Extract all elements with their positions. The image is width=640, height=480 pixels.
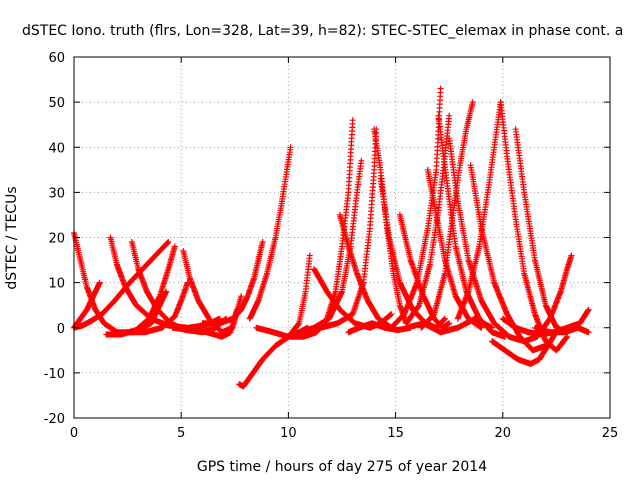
y-tick-label: 30: [48, 186, 65, 201]
series-marks: [124, 279, 191, 336]
series-arc-10: [199, 239, 266, 327]
series-marks: [396, 211, 453, 331]
series-marks: [199, 239, 266, 327]
chart-title: dSTEC Iono. truth (flrs, Lon=328, Lat=39…: [22, 23, 623, 39]
series-marks: [296, 157, 365, 336]
series-marks: [253, 252, 313, 340]
x-tick-label: 20: [495, 426, 512, 441]
x-tick-label: 10: [280, 426, 297, 441]
x-tick-label: 5: [177, 426, 185, 441]
x-tick-label: 25: [602, 426, 619, 441]
series-arc-35: [345, 320, 414, 336]
series-arc-32: [489, 324, 562, 367]
series-marks: [424, 166, 485, 331]
series-arc-9: [169, 306, 240, 340]
series-arc-17: [336, 211, 395, 331]
y-tick-label: 10: [48, 277, 65, 292]
series-marks: [512, 126, 571, 336]
y-axis-title: dSTEC / TECUs: [4, 186, 20, 289]
series-arc-37: [532, 324, 592, 336]
x-tick-label: 15: [387, 426, 404, 441]
data-series: [71, 85, 592, 390]
series-marks: [446, 135, 528, 345]
series-arc-28: [454, 99, 504, 322]
series-marks: [246, 144, 294, 322]
series-arc-21: [396, 211, 453, 331]
series-marks: [532, 324, 592, 336]
y-tick-label: 40: [48, 141, 65, 156]
series-arc-15: [296, 157, 365, 336]
y-tick-label: 20: [48, 232, 65, 247]
series-marks: [345, 320, 414, 336]
series-marks: [169, 306, 240, 340]
series-arc-31: [512, 126, 571, 336]
series-marks: [454, 99, 504, 322]
y-tick-label: 0: [57, 322, 65, 337]
series-arc-11: [246, 144, 294, 322]
series-arc-8: [124, 279, 191, 336]
series-marks: [403, 315, 496, 336]
axis-ticks: 0 5 10 15 20 25 -20 -10 0 10 20 30 40 50 60: [44, 51, 619, 441]
y-tick-label: -20: [44, 412, 65, 427]
y-tick-label: 60: [48, 51, 65, 66]
series-arc-25: [424, 166, 485, 331]
y-tick-label: -10: [44, 367, 65, 382]
series-marks: [489, 324, 562, 367]
series-marks: [336, 211, 395, 331]
series-arc-27: [446, 135, 528, 345]
x-tick-label: 0: [70, 426, 78, 441]
x-axis-title: GPS time / hours of day 275 of year 2014: [197, 459, 487, 475]
series-arc-36: [403, 315, 496, 336]
y-tick-label: 50: [48, 96, 65, 111]
series-arc-13: [253, 252, 313, 340]
